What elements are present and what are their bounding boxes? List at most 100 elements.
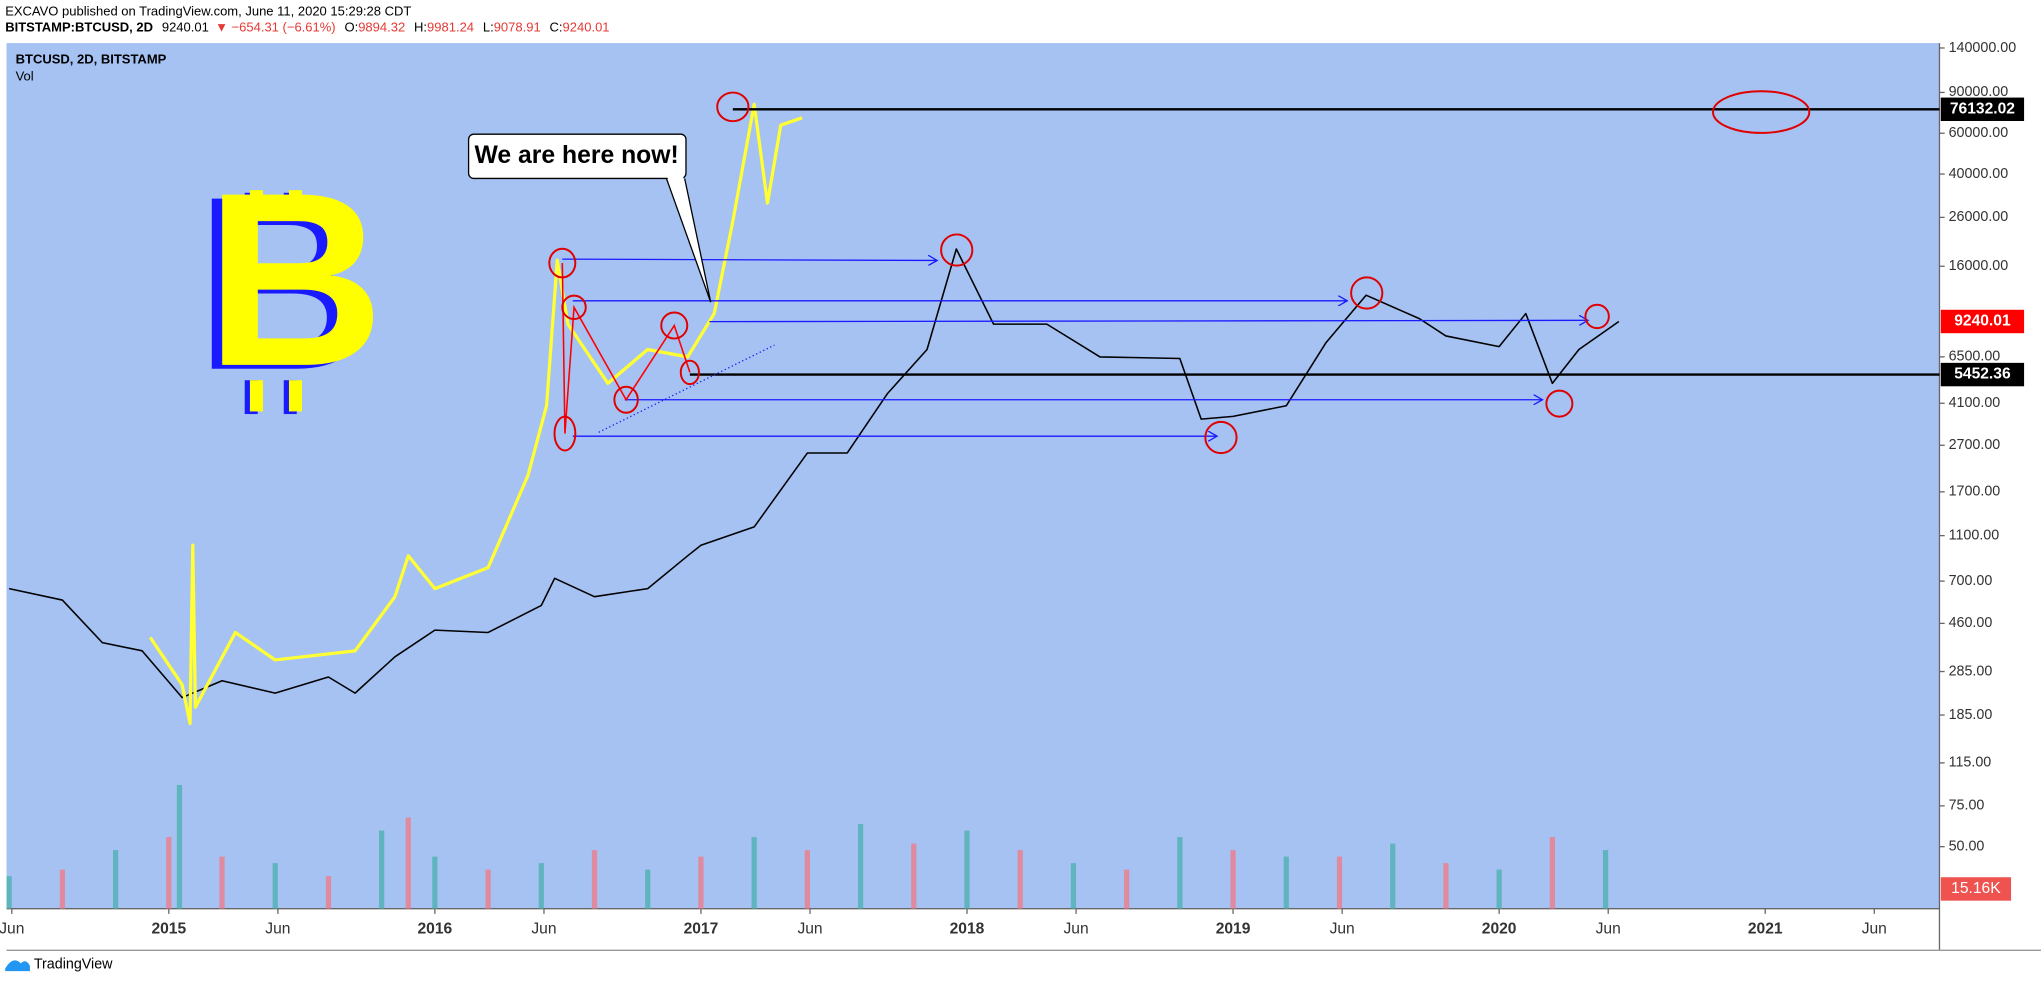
y-tick-label: 90000.00 — [1949, 84, 2009, 100]
x-tick-label: 2018 — [950, 921, 985, 938]
callout-tail — [665, 178, 712, 303]
volume-bar — [219, 856, 225, 909]
level-label-box — [1940, 97, 2025, 122]
price-line — [8, 248, 1620, 699]
y-tick-label: 1100.00 — [1949, 527, 2000, 543]
chart-title: BTCUSD, 2D, BITSTAMP — [16, 51, 167, 66]
x-tick-label: Jun — [1862, 921, 1887, 938]
circle — [548, 247, 577, 279]
y-tick-label: 700.00 — [1949, 573, 1993, 589]
volume-bar — [379, 830, 385, 909]
arrows — [562, 259, 1588, 436]
price: 9240.01 — [162, 20, 209, 35]
y-tick-label: 6500.00 — [1949, 349, 2001, 365]
circles — [548, 90, 1811, 455]
y-tick-label: 26000.00 — [1949, 209, 2009, 225]
x-tick-label: Jun — [1330, 921, 1355, 938]
volume-bar — [1443, 863, 1449, 909]
level-label: 5452.36 — [1954, 366, 2011, 383]
circle — [660, 311, 689, 340]
circle — [716, 91, 750, 123]
volume-bar — [911, 843, 917, 909]
volume-bar — [1070, 863, 1077, 909]
callout-box — [467, 133, 687, 180]
volume-bar — [166, 837, 172, 909]
volume-bar — [751, 837, 757, 909]
x-tick-label: Jun — [797, 921, 822, 938]
y-tick-label: 460.00 — [1949, 615, 1993, 631]
level-label-box — [1940, 309, 2025, 334]
volume-bar — [1496, 869, 1502, 909]
x-tick-label: 2017 — [684, 921, 719, 938]
symbol-line: BITSTAMP:BTCUSD, 2D 9240.01 ▼ −654.31 (−… — [5, 20, 609, 35]
logo-bar — [249, 190, 263, 222]
logo-bar — [288, 190, 302, 222]
annotations: We are here now! — [467, 90, 1811, 455]
y-tick-label: 115.00 — [1949, 755, 1992, 771]
x-tick-label: 2015 — [151, 921, 186, 938]
volume-bar — [1124, 869, 1130, 909]
volume-bar — [6, 876, 12, 909]
circle — [679, 359, 700, 386]
volume-bar — [1283, 856, 1289, 909]
axes-layer: 140000.00 90000.00 60000.00 40000.00 26000.0… — [0, 40, 2025, 938]
volume-bar — [325, 876, 332, 909]
x-tick-label: 2019 — [1216, 921, 1251, 938]
volume-layer — [6, 785, 1609, 909]
y-tick-label: 285.00 — [1949, 663, 1993, 679]
logo-bar — [288, 380, 302, 412]
footer-brand: TradingView — [34, 956, 113, 972]
y-tick-label: 75.00 — [1949, 798, 1985, 814]
logo-bar — [249, 380, 263, 412]
change: ▼ −654.31 (−6.61%) — [215, 20, 336, 35]
volume-bar — [1230, 850, 1236, 909]
volume-bar — [538, 863, 544, 909]
volume-bar — [1602, 850, 1609, 909]
volume-bar — [59, 869, 65, 909]
chart-subtitle: Vol — [16, 68, 34, 83]
volume-bar — [1336, 856, 1343, 909]
trend-line — [598, 344, 775, 433]
circle — [1712, 90, 1811, 134]
y-tick-label: 4100.00 — [1949, 395, 2001, 411]
y-tick-label: 140000.00 — [1949, 40, 2017, 56]
volume-bar — [1177, 837, 1183, 909]
volume-bar — [1017, 850, 1023, 909]
logo-glyph: B — [206, 142, 385, 418]
y-tick-label: 50.00 — [1949, 838, 1985, 854]
circle — [553, 415, 577, 452]
x-tick-label: 2016 — [418, 921, 453, 938]
plot-area — [6, 43, 1940, 909]
volume-bar — [432, 856, 438, 909]
arrow — [709, 320, 1588, 321]
volume-bar — [804, 850, 810, 909]
circle — [1545, 389, 1574, 418]
y-tick-label: 185.00 — [1949, 707, 1993, 723]
circle — [561, 294, 587, 321]
volume-bar — [176, 785, 183, 909]
volume-bar — [857, 824, 864, 909]
x-tick-label: Jun — [265, 921, 290, 938]
y-tick-label: 40000.00 — [1949, 166, 2009, 182]
y-tick-label: 2700.00 — [1949, 437, 2001, 453]
volume-bar — [1390, 843, 1396, 909]
x-tick-label: Jun — [531, 921, 556, 938]
y-tick-label: 1700.00 — [1949, 484, 2001, 500]
ohlc-key: H: — [414, 20, 427, 35]
volume-bar — [112, 850, 119, 909]
x-tick-label: Jun — [1596, 921, 1621, 938]
x-tick-label: 2020 — [1482, 921, 1517, 938]
x-tick-label: 2021 — [1748, 921, 1783, 938]
price-line — [148, 102, 803, 726]
zigzag — [561, 263, 691, 434]
ohlc-value: 9981.24 — [427, 20, 474, 35]
logo-shadow: B — [195, 146, 374, 422]
symbol: BITSTAMP:BTCUSD, 2D — [5, 20, 153, 35]
volume-label-box — [1940, 877, 2012, 901]
circle — [613, 385, 639, 414]
circle — [1350, 276, 1384, 310]
volume-bar — [1549, 837, 1555, 909]
bitcoin-logo: B B — [195, 142, 384, 422]
arrow — [562, 259, 937, 260]
volume-bar — [645, 869, 651, 909]
